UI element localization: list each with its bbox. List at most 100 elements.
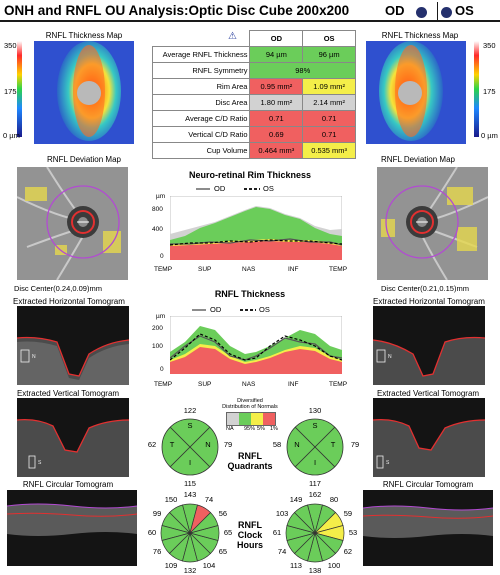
clock-hour-value: 80 (329, 495, 339, 505)
clock-hour-value: 60 (147, 528, 157, 537)
quadrant-chart-os (286, 418, 344, 476)
clock-hour-value: 104 (202, 560, 216, 570)
quad-od-s: 122 (183, 406, 197, 415)
metrics-header-row: OD OS (153, 30, 356, 47)
vertical-tomogram-od: S (17, 398, 129, 477)
metrics-od-value: 0.69 (249, 126, 304, 143)
metrics-col-os: OS (302, 30, 356, 47)
clock-hour-value: 56 (218, 509, 228, 518)
legend-label-5: 5% (257, 426, 265, 432)
legend-swatch-1 (263, 413, 275, 425)
vertical-tomogram-os: S (373, 398, 485, 477)
rnfl-xtick-0: TEMP (154, 381, 173, 388)
rnfl-ytick-1: 100 (152, 343, 163, 350)
page-title: ONH and RNFL OU Analysis:Optic Disc Cube… (4, 2, 350, 18)
quad-os-n: 58 (272, 440, 282, 449)
metrics-row: RNFL Symmetry 98% (151, 62, 356, 79)
metrics-row: Disc Area 1.80 mm² 2.14 mm² (151, 94, 356, 111)
metrics-label: Average RNFL Thickness (151, 46, 251, 63)
clock-hour-value: 162 (308, 490, 322, 499)
deviation-map-od (17, 167, 128, 280)
legend-label-1: 1% (270, 426, 278, 432)
rnfl-unit: µm (156, 313, 166, 320)
quadrants-title-1: RNFL (238, 451, 262, 461)
eye-label-od: OD (385, 3, 405, 18)
quad-os-letter-n: N (294, 440, 300, 449)
rim-ytick-0: 800 (152, 206, 163, 213)
rnfl-xtick-1: SUP (198, 381, 212, 388)
quad-os-t: 79 (350, 440, 360, 449)
clock-sector (293, 504, 316, 535)
clock-chart-od (160, 503, 220, 563)
clock-hour-value: 150 (164, 495, 178, 505)
quad-os-letter-s: S (312, 421, 318, 430)
legend-swatch-5 (251, 413, 263, 425)
legend-swatches (226, 412, 276, 426)
deviation-map-title-right: RNFL Deviation Map (381, 155, 455, 164)
clock-title-1: RNFL (238, 520, 262, 530)
metrics-label: Average C/D Ratio (151, 110, 251, 127)
thickness-map-title-right: RNFL Thickness Map (381, 31, 459, 40)
rim-chart-title: Neuro-retinal Rim Thickness (188, 170, 312, 180)
clock-hour-value: 149 (289, 495, 303, 505)
quad-os-i: 117 (309, 479, 321, 488)
header-bar: ONH and RNFL OU Analysis:Optic Disc Cube… (0, 0, 500, 22)
circular-tomogram-os (363, 490, 493, 566)
legend-label-na: NA (226, 426, 234, 432)
rim-xtick-2: NAS (242, 266, 256, 273)
clock-hour-value: 74 (277, 547, 287, 556)
horizontal-tomogram-title-left: Extracted Horizontal Tomogram (13, 297, 125, 306)
legend-title-2: Distribution of Normals (222, 404, 278, 410)
svg-text:N: N (32, 354, 36, 360)
svg-text:S: S (38, 460, 42, 466)
rnfl-legend-os: OS (259, 305, 270, 314)
clock-hour-value: 99 (152, 509, 162, 518)
rnfl-legend-od: OD (210, 305, 222, 314)
clock-chart-os (285, 503, 345, 563)
header-divider (437, 2, 438, 20)
vertical-tomogram-title-left: Extracted Vertical Tomogram (16, 389, 120, 398)
vertical-tomogram-title-right: Extracted Vertical Tomogram (376, 389, 480, 398)
metrics-row: Average RNFL Thickness 94 µm 96 µm (151, 46, 356, 63)
scale-bottom-left: 0 µm (3, 131, 20, 140)
metrics-od-value: 94 µm (249, 46, 304, 63)
rim-xtick-1: SUP (198, 266, 212, 273)
clock-hour-value: 103 (275, 509, 289, 518)
rim-legend-od: OD (214, 184, 226, 193)
rnfl-chart-title: RNFL Thickness (214, 289, 286, 299)
metrics-label: Disc Area (151, 94, 251, 111)
rnfl-chart-plot (170, 316, 342, 374)
quad-od-letter-n: N (205, 440, 211, 449)
svg-text:S: S (386, 460, 390, 466)
rim-xtick-0: TEMP (154, 266, 173, 273)
legend-title-1: Diversified (237, 398, 263, 404)
clock-title-2: Clock (237, 530, 263, 540)
rim-ytick-1: 400 (152, 226, 163, 233)
clock-hour-value: 100 (327, 560, 341, 570)
thickness-map-title-left: RNFL Thickness Map (45, 31, 123, 40)
deviation-map-os (377, 167, 488, 280)
quad-od-t: 62 (147, 440, 157, 449)
metrics-od-value: 1.80 mm² (249, 94, 304, 111)
metrics-os-value: 96 µm (302, 46, 356, 63)
rim-unit: µm (156, 193, 166, 200)
eye-label-os: OS (455, 3, 474, 18)
metrics-col-od: OD (249, 30, 304, 47)
circular-tomogram-od (7, 490, 137, 566)
scale-top-left: 350 (4, 41, 17, 50)
rim-xtick-4: TEMP (329, 266, 348, 273)
metrics-os-value: 0.71 (302, 126, 356, 143)
quad-od-n: 79 (223, 440, 233, 449)
scale-mid-left: 175 (4, 87, 17, 96)
metrics-os-value: 1.09 mm² (302, 78, 356, 95)
scale-mid-right: 175 (483, 87, 496, 96)
deviation-map-title-left: RNFL Deviation Map (47, 155, 121, 164)
clock-hour-value: 53 (348, 528, 358, 537)
clock-hour-value: 132 (183, 566, 197, 575)
metrics-od-value: 0.95 mm² (249, 78, 304, 95)
clock-hour-value: 61 (272, 528, 282, 537)
metrics-os-value: 0.535 mm³ (302, 142, 356, 159)
quad-os-letter-i: I (313, 458, 317, 467)
disc-center-left: Disc Center(0.24,0.09)mm (14, 284, 102, 293)
clock-hour-value: 109 (164, 560, 178, 570)
